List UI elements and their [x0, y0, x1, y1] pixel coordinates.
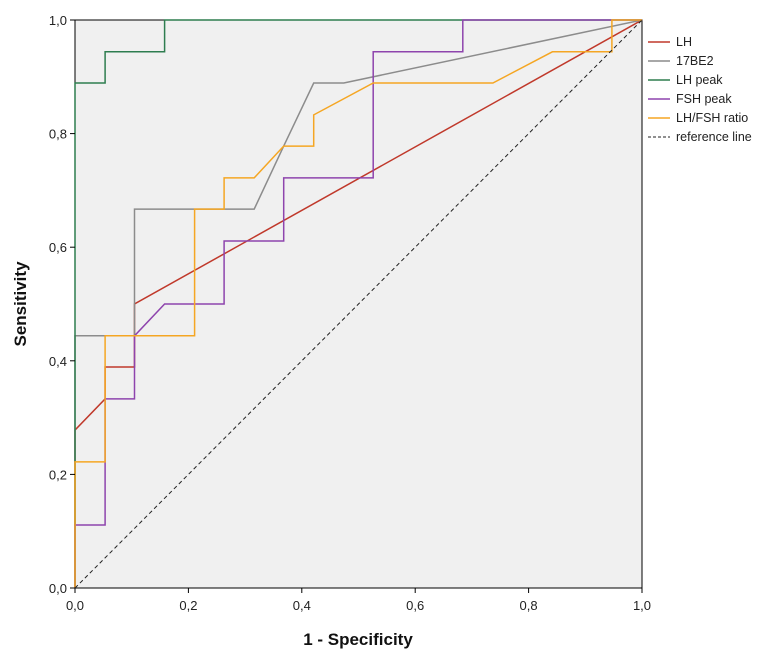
series-layer	[74, 19, 643, 589]
y-axis-title: Sensitivity	[11, 261, 30, 347]
x-tick-label: 0,0	[66, 598, 84, 613]
x-axis-title: 1 - Specificity	[303, 630, 413, 649]
y-tick-label: 0,8	[49, 127, 67, 142]
series-line-reference-line	[74, 19, 643, 589]
series-line-lh-fsh-ratio	[74, 19, 642, 588]
legend: LH 17BE2 LH peak FSH peak LH/FSH ratio refere…	[648, 35, 752, 144]
legend-label: LH	[676, 35, 692, 49]
legend-label: FSH peak	[676, 92, 732, 106]
axes-layer: 0,0 0,2 0,4 0,6 0,8 1,0 0,0 0,2 0,4 0,6 0,8 1,0	[49, 13, 651, 613]
x-tick-label: 0,4	[293, 598, 311, 613]
x-tick-label: 1,0	[633, 598, 651, 613]
y-tick-label: 0,4	[49, 354, 67, 369]
series-line-lh-peak	[74, 19, 642, 588]
legend-label: 17BE2	[676, 54, 714, 68]
y-tick-label: 1,0	[49, 13, 67, 28]
x-tick-label: 0,2	[179, 598, 197, 613]
legend-label: LH peak	[676, 73, 723, 87]
y-tick-label: 0,2	[49, 467, 67, 482]
y-tick-label: 0,6	[49, 240, 67, 255]
legend-label: LH/FSH ratio	[676, 111, 748, 125]
x-tick-label: 0,8	[520, 598, 538, 613]
y-tick-label: 0,0	[49, 581, 67, 596]
legend-label: reference line	[676, 130, 752, 144]
series-line-17be2	[74, 19, 643, 588]
x-tick-label: 0,6	[406, 598, 424, 613]
